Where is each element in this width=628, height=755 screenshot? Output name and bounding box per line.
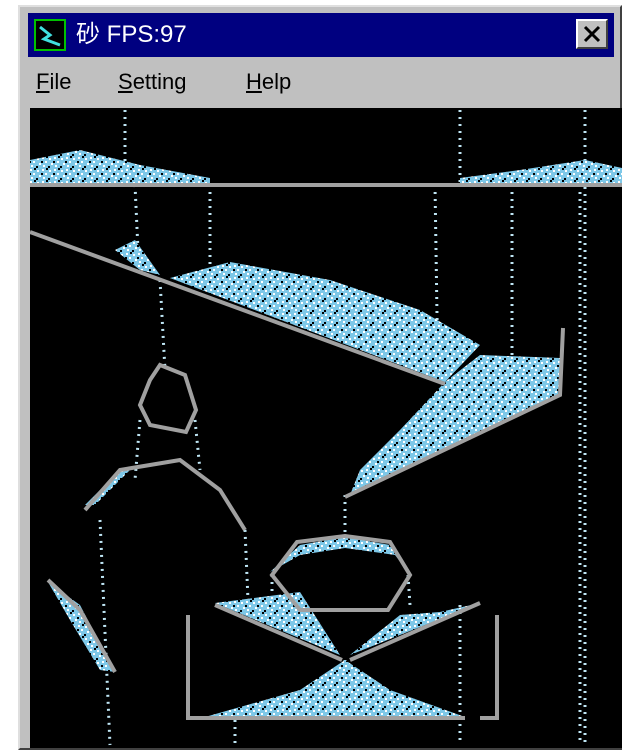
- window: 砂 FPS:97 File Setting Help: [18, 5, 622, 750]
- menu-item[interactable]: File: [36, 69, 72, 94]
- menu-item[interactable]: Help: [246, 69, 292, 94]
- sand-canvas: [30, 108, 622, 748]
- title-bar: 砂 FPS:97: [28, 13, 614, 57]
- walls: [30, 183, 622, 720]
- window-title: 砂 FPS:97: [76, 21, 187, 48]
- menu-item[interactable]: Setting: [118, 69, 187, 94]
- close-button[interactable]: [576, 19, 608, 49]
- menu-bar: File Setting Help: [28, 63, 614, 101]
- app-icon: [34, 19, 66, 51]
